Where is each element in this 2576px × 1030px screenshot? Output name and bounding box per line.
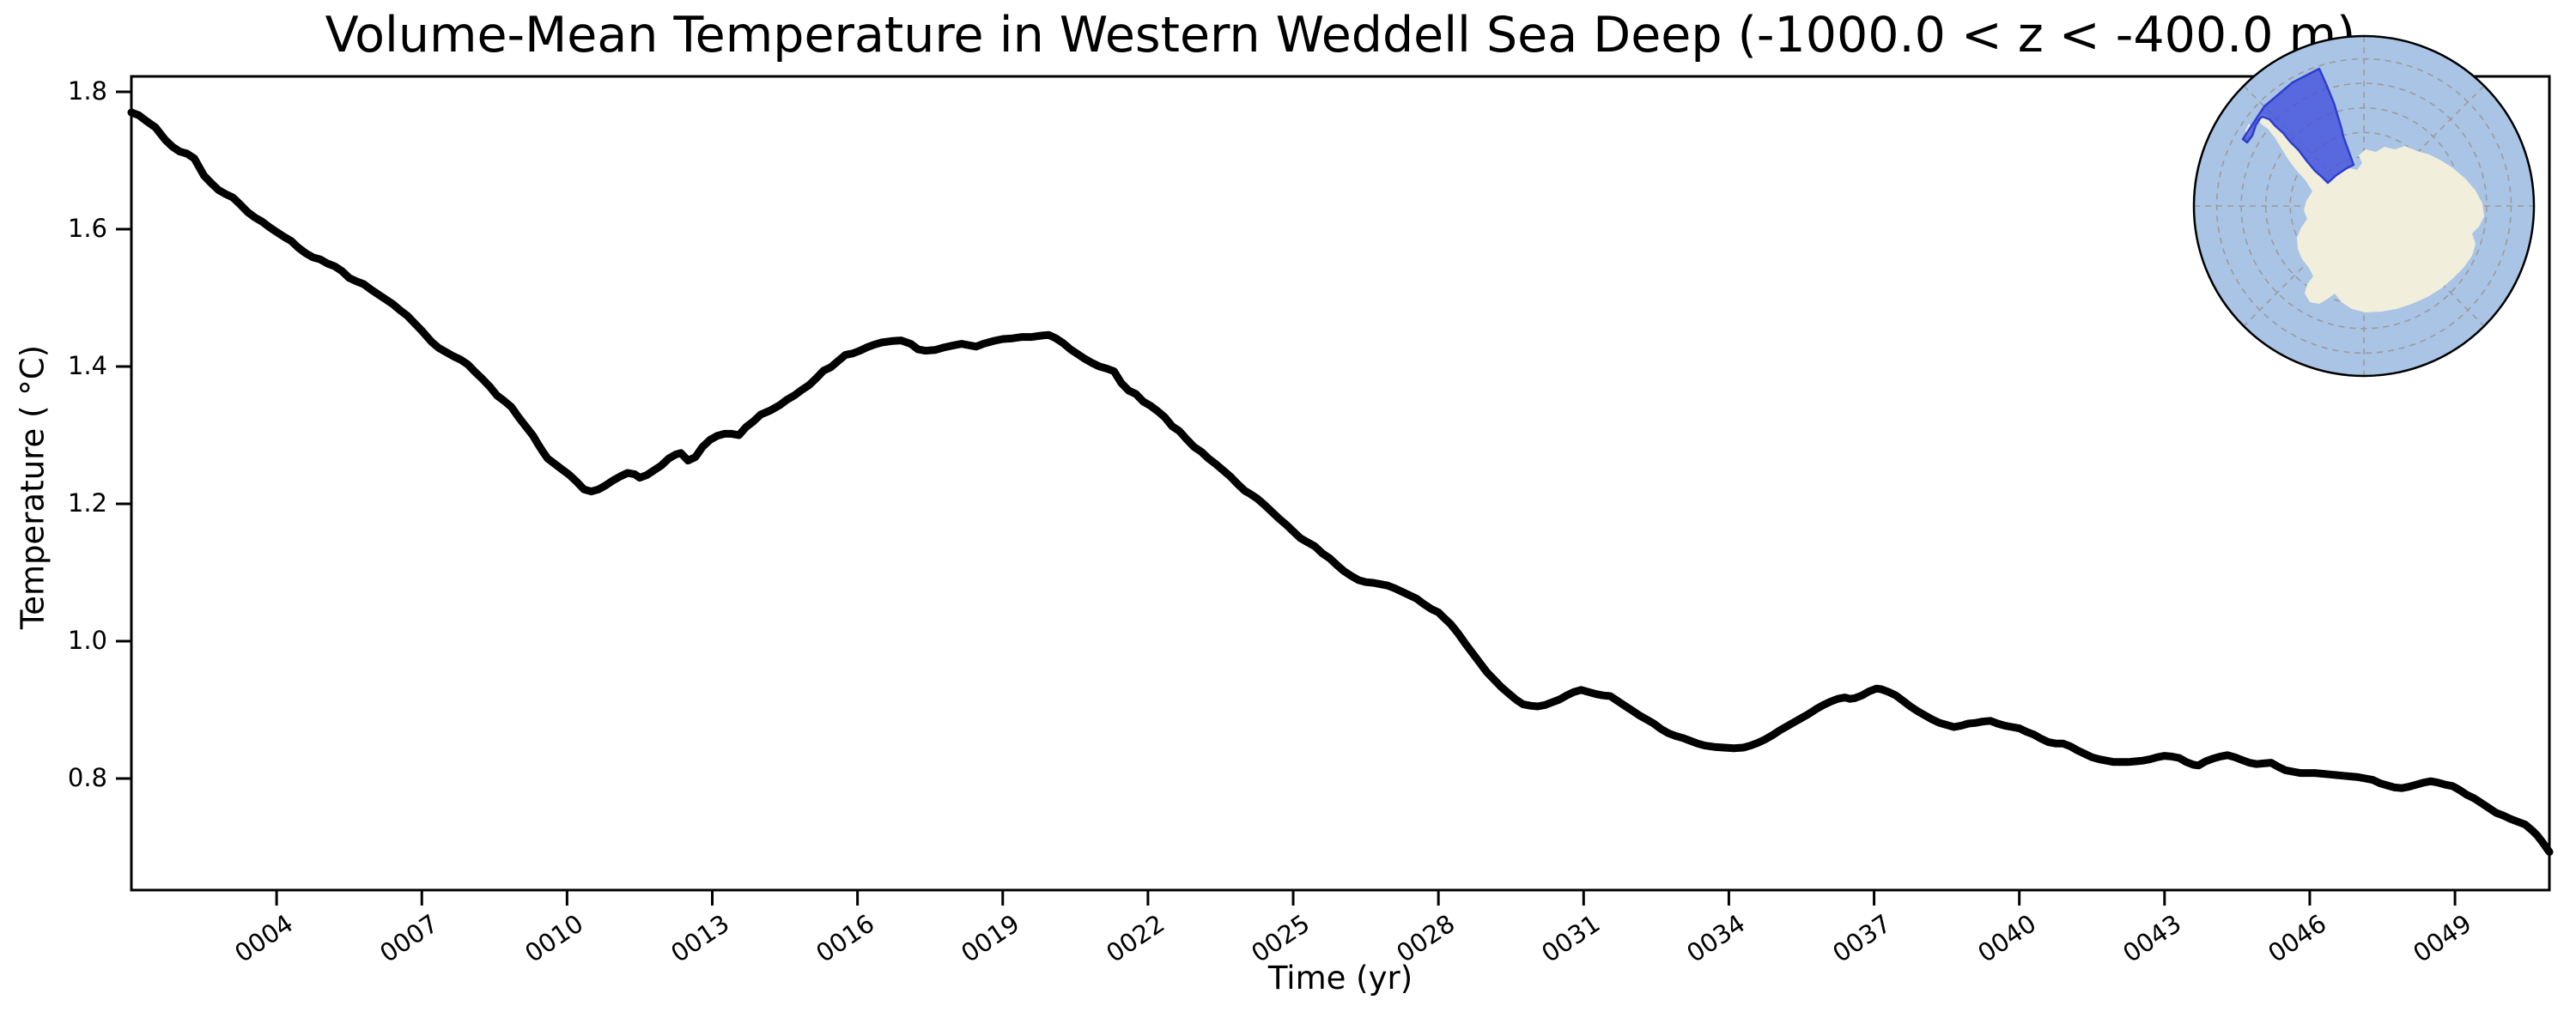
y-tick-label: 1.6	[67, 214, 107, 243]
temperature-line	[127, 108, 2554, 857]
tick-marks	[116, 90, 2457, 906]
antarctica-inset-map	[2192, 34, 2536, 378]
y-tick-label: 1.2	[67, 488, 107, 518]
antarctica-landmass	[2257, 113, 2484, 312]
y-tick-label: 1.8	[67, 76, 107, 106]
y-tick-label: 1.4	[67, 351, 107, 380]
x-axis-label: Time (yr)	[1267, 960, 1413, 997]
map-circle-border	[2192, 34, 2536, 378]
y-tick-label: 0.8	[67, 763, 107, 792]
y-tick-label: 1.0	[67, 626, 107, 655]
highlighted-region-western-weddell	[2241, 67, 2355, 185]
axes-frame	[130, 75, 2551, 892]
chart-title: Volume-Mean Temperature in Western Wedde…	[325, 7, 2356, 64]
